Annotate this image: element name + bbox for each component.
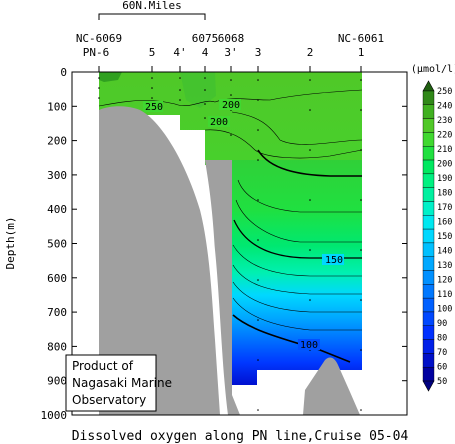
colorbar-swatch (422, 201, 435, 216)
colorbar-cap-bottom (422, 380, 435, 392)
colorbar-swatch (422, 339, 435, 354)
colorbar-swatch (422, 104, 435, 119)
station-label-nc: NC-6061 (338, 32, 384, 45)
station-label-pn: PN-6 (83, 46, 110, 59)
colorbar-swatch (422, 215, 435, 230)
colorbar-swatch (422, 270, 435, 285)
colorbar-swatch (422, 366, 435, 382)
colorbar-label: 50 (437, 377, 447, 387)
colorbar-swatch (422, 187, 435, 202)
station-label-nc: 6075 (192, 32, 219, 45)
colorbar-unit: (μmol/l) (411, 64, 455, 75)
colorbar-swatch (422, 242, 435, 257)
contour-label-200a: 200 (222, 100, 240, 111)
y-tick-label: 800 (47, 340, 67, 353)
credit-line-2: Nagasaki Marine (72, 376, 172, 390)
y-tick-label: 1000 (41, 409, 68, 422)
station-label-pn: 2 (307, 46, 314, 59)
colorbar-label: 190 (437, 174, 452, 184)
y-axis: 0 100 200 300 400 500 600 700 800 900 1000 (41, 66, 407, 422)
colorbar-label: 100 (437, 305, 452, 315)
colorbar-swatch (422, 228, 435, 244)
y-tick-label: 0 (60, 66, 67, 79)
station-label-pn: 1 (358, 46, 365, 59)
chart-title: Dissolved oxygen along PN line,Cruise 05… (72, 429, 409, 444)
colorbar-label: 130 (437, 261, 452, 271)
colorbar-label: 180 (437, 189, 452, 199)
contour-label-200b: 200 (210, 117, 228, 128)
colorbar-swatch (422, 297, 435, 313)
contour-lines (98, 89, 363, 363)
y-tick-label: 900 (47, 375, 67, 388)
colorbar-label: 90 (437, 319, 447, 329)
colorbar-swatch (422, 173, 435, 188)
colorbar-swatch (422, 132, 435, 147)
y-tick-label: 500 (47, 238, 67, 251)
colorbar-label: 110 (437, 290, 452, 300)
colorbar-label: 160 (437, 218, 452, 228)
colorbar-swatch (422, 284, 435, 299)
y-tick-label: 100 (47, 100, 67, 113)
y-tick-label: 400 (47, 203, 67, 216)
credit-line-1: Product of (72, 359, 134, 373)
colorbar-label: 80 (437, 334, 447, 344)
y-tick-label: 200 (47, 135, 67, 148)
y-tick-label: 600 (47, 272, 67, 285)
seafloor (99, 106, 360, 415)
y-tick-label: 300 (47, 169, 67, 182)
station-label-pn: 3 (255, 46, 262, 59)
colorbar-cap-top (422, 80, 435, 92)
colorbar-swatch (422, 118, 435, 133)
contour-label-150: 150 (325, 255, 343, 266)
station-label-pn: 4' (173, 46, 186, 59)
scale-bar-label: 60N.Miles (122, 0, 182, 12)
credit-line-3: Observatory (72, 393, 146, 407)
colorbar-swatch (422, 146, 435, 161)
scale-bar: 60N.Miles (98, 0, 206, 20)
contour-label-100: 100 (300, 340, 318, 351)
colorbar-label: 210 (437, 145, 452, 155)
station-label-pn: 3' (224, 46, 237, 59)
colorbar-label: 200 (437, 160, 452, 170)
colorbar-label: 60 (437, 363, 447, 373)
station-label-pn: 4 (202, 46, 209, 59)
colorbar-swatch (422, 353, 435, 368)
station-label-nc: 6068 (218, 32, 245, 45)
colorbar-label: 150 (437, 232, 452, 242)
colorbar-label: 140 (437, 247, 452, 257)
data-field (99, 72, 362, 385)
colorbar-swatch (422, 311, 435, 326)
colorbar-label: 120 (437, 276, 452, 286)
station-label-nc: NC-6069 (76, 32, 122, 45)
colorbar-label: 250 (437, 87, 452, 97)
colorbar-swatch (422, 325, 435, 340)
colorbar-swatch (422, 90, 435, 106)
contour-label-250: 250 (145, 102, 163, 113)
contour-label-group: 250 200 200 150 100 (143, 99, 344, 351)
colorbar-label: 70 (437, 348, 447, 358)
y-tick-label: 700 (47, 306, 67, 319)
colorbar-swatch (422, 159, 435, 175)
y-axis-label: Depth(m) (4, 217, 17, 270)
colorbar: 250 240 230 220 210 200 190 180 170 160 150 140 130 1… (422, 80, 452, 392)
colorbar-swatch (422, 256, 435, 271)
colorbar-label: 170 (437, 203, 452, 213)
colorbar-label: 220 (437, 131, 452, 141)
colorbar-label: 240 (437, 102, 452, 112)
colorbar-label: 230 (437, 116, 452, 126)
station-label-pn: 5 (149, 46, 156, 59)
credit-box: Product of Nagasaki Marine Observatory (65, 354, 172, 412)
